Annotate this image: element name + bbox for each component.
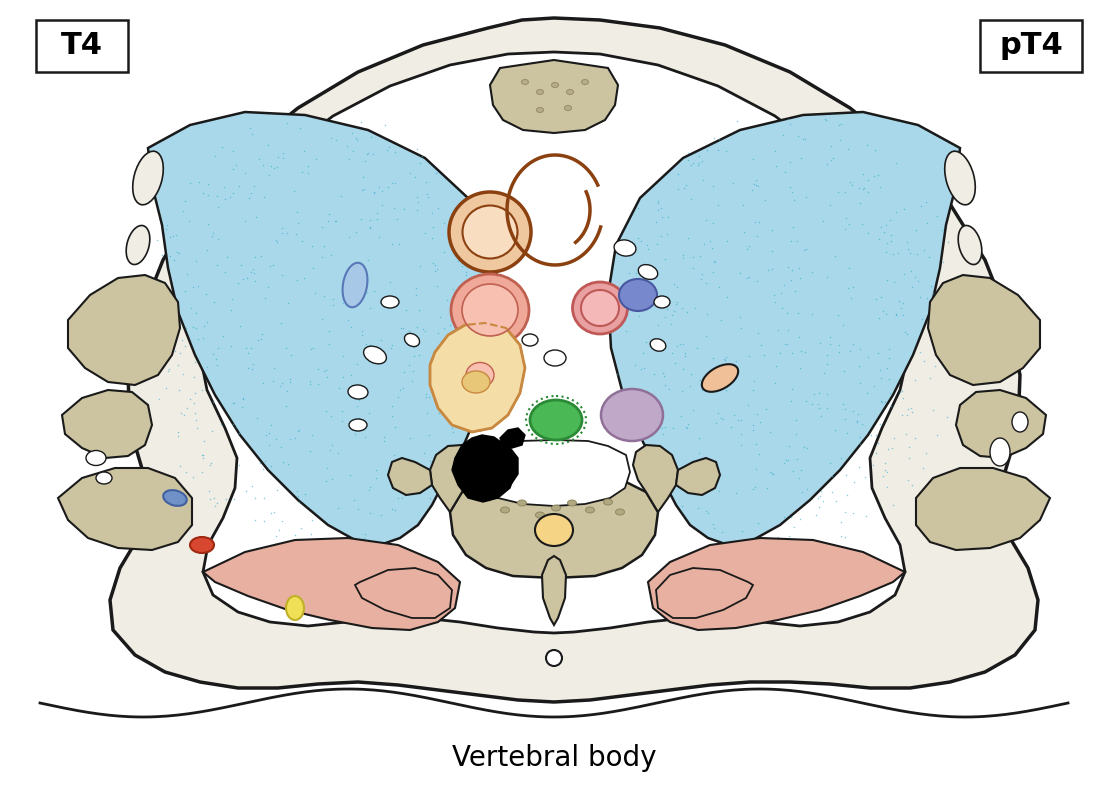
- Ellipse shape: [348, 385, 368, 399]
- Polygon shape: [452, 435, 515, 502]
- Ellipse shape: [638, 264, 658, 279]
- Ellipse shape: [535, 512, 544, 518]
- Ellipse shape: [536, 107, 544, 112]
- FancyBboxPatch shape: [979, 20, 1083, 72]
- Polygon shape: [203, 538, 460, 630]
- Ellipse shape: [552, 505, 561, 511]
- Polygon shape: [500, 428, 525, 448]
- Ellipse shape: [958, 225, 982, 264]
- Ellipse shape: [342, 263, 368, 307]
- Ellipse shape: [619, 279, 657, 311]
- Ellipse shape: [945, 151, 975, 205]
- Ellipse shape: [614, 240, 636, 256]
- Ellipse shape: [483, 495, 492, 501]
- Polygon shape: [478, 440, 630, 506]
- Polygon shape: [110, 18, 1038, 702]
- Polygon shape: [490, 60, 618, 133]
- Ellipse shape: [601, 389, 663, 441]
- Ellipse shape: [501, 507, 510, 513]
- Polygon shape: [450, 470, 658, 578]
- Ellipse shape: [459, 356, 501, 394]
- Ellipse shape: [585, 507, 595, 513]
- Ellipse shape: [404, 334, 420, 346]
- Polygon shape: [430, 445, 475, 512]
- Ellipse shape: [286, 596, 304, 620]
- Ellipse shape: [544, 350, 566, 366]
- Polygon shape: [648, 538, 905, 630]
- Ellipse shape: [552, 83, 558, 88]
- Ellipse shape: [189, 537, 214, 553]
- Ellipse shape: [654, 296, 670, 308]
- Ellipse shape: [567, 500, 576, 506]
- Polygon shape: [916, 468, 1050, 550]
- Polygon shape: [355, 568, 452, 618]
- Ellipse shape: [133, 151, 163, 205]
- Ellipse shape: [564, 106, 572, 111]
- Ellipse shape: [546, 650, 562, 666]
- FancyBboxPatch shape: [35, 20, 129, 72]
- Ellipse shape: [701, 365, 738, 392]
- Polygon shape: [956, 390, 1046, 458]
- Polygon shape: [929, 275, 1040, 385]
- Polygon shape: [608, 112, 960, 545]
- Ellipse shape: [536, 89, 544, 95]
- Ellipse shape: [604, 499, 613, 505]
- Polygon shape: [388, 458, 432, 495]
- Polygon shape: [476, 440, 519, 492]
- Ellipse shape: [522, 80, 529, 84]
- Ellipse shape: [616, 509, 625, 515]
- Ellipse shape: [650, 339, 666, 351]
- Ellipse shape: [381, 296, 399, 308]
- Ellipse shape: [163, 490, 187, 506]
- Ellipse shape: [582, 80, 588, 84]
- Polygon shape: [633, 445, 678, 512]
- Polygon shape: [58, 468, 192, 550]
- Ellipse shape: [96, 472, 112, 484]
- Text: Vertebral body: Vertebral body: [452, 744, 656, 772]
- Ellipse shape: [363, 346, 387, 364]
- Ellipse shape: [991, 438, 1010, 466]
- Ellipse shape: [581, 290, 619, 326]
- Ellipse shape: [349, 419, 367, 431]
- Polygon shape: [656, 568, 753, 618]
- Polygon shape: [198, 52, 910, 633]
- Polygon shape: [676, 458, 720, 495]
- Ellipse shape: [86, 451, 106, 466]
- Ellipse shape: [466, 362, 494, 388]
- Polygon shape: [68, 275, 179, 385]
- Ellipse shape: [462, 284, 519, 336]
- Ellipse shape: [451, 274, 529, 346]
- Text: T4: T4: [61, 32, 103, 60]
- Ellipse shape: [535, 514, 573, 546]
- Ellipse shape: [573, 282, 627, 334]
- Polygon shape: [62, 390, 152, 458]
- Ellipse shape: [566, 89, 574, 95]
- Ellipse shape: [462, 205, 517, 259]
- Ellipse shape: [522, 334, 538, 346]
- Ellipse shape: [126, 225, 150, 264]
- Ellipse shape: [517, 500, 526, 506]
- Polygon shape: [542, 556, 566, 625]
- Text: pT4: pT4: [999, 32, 1063, 60]
- Ellipse shape: [449, 192, 531, 272]
- Polygon shape: [430, 323, 525, 432]
- Ellipse shape: [1012, 412, 1028, 432]
- Ellipse shape: [462, 371, 490, 393]
- Polygon shape: [148, 112, 500, 545]
- Ellipse shape: [530, 400, 582, 440]
